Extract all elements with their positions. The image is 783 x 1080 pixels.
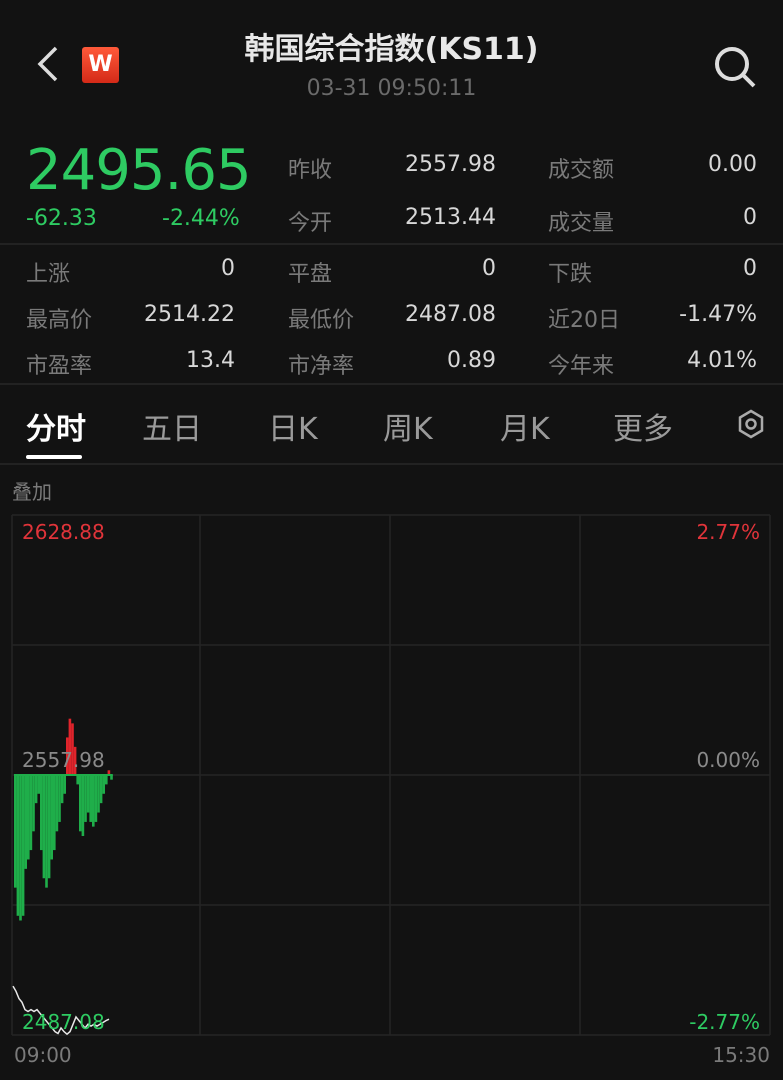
bar [53,775,56,851]
price-change-pct: -2.44% [162,206,240,231]
bar [29,775,33,851]
bar [63,775,66,794]
stat-label: 成交量 [548,211,615,236]
bar [19,775,22,921]
bar [97,775,100,813]
bar [32,775,35,832]
x-tick: 15:30 [712,1043,770,1067]
bar [66,737,69,775]
tab-3[interactable]: 周K [383,412,433,447]
stat-label: 今年来 [548,354,615,379]
stat-label: 昨收 [288,158,333,183]
stat-label: 近20日 [548,308,620,333]
settings-icon[interactable] [736,408,766,440]
back-chevron-icon [37,46,58,82]
bar [86,775,90,813]
divider [0,243,783,245]
stat-value: 0 [743,205,757,230]
divider [0,383,783,385]
bar [21,775,25,916]
divider [0,463,783,465]
stat-label: 市盈率 [26,354,93,379]
app-logo: W [82,47,119,83]
bar [50,775,53,860]
bar [105,775,108,785]
price-line [12,985,110,1036]
current-price: 2495.65 [26,138,252,203]
bar [102,775,105,794]
y-right-tick: 2.77% [696,520,760,544]
bar [27,775,30,860]
y-left-tick: 2628.88 [22,520,105,544]
bar [76,775,79,785]
tab-4[interactable]: 月K [500,412,550,447]
tab-2[interactable]: 日K [268,412,318,447]
stat-value: 0 [482,256,496,281]
bar [60,775,64,804]
stat-value: -1.47% [679,302,757,327]
bar [68,718,72,775]
back-button[interactable] [34,44,64,84]
y-right-tick: -2.77% [689,1010,760,1034]
bar [45,775,48,888]
timestamp: 03-31 09:50:11 [306,76,477,101]
stat-value: 0 [221,256,235,281]
stat-label: 今开 [288,211,333,236]
bar [16,775,20,916]
stat-value: 0 [743,256,757,281]
bar [81,775,85,837]
bar [79,775,82,832]
bar [40,775,43,851]
bar [47,775,51,879]
y-left-tick: 2557.98 [22,748,105,772]
overlay-button[interactable]: 叠加 [12,480,52,504]
tab-5[interactable]: 更多 [613,412,673,447]
bar [107,770,111,775]
tab-0[interactable]: 分时 [26,412,86,447]
bar [34,775,38,804]
stat-label: 成交额 [548,158,615,183]
stat-value: 2514.22 [144,302,235,327]
bar [42,775,46,879]
bar [71,723,74,775]
y-right-tick: 0.00% [696,748,760,772]
bar [92,775,95,827]
bar [14,775,17,888]
y-left-tick: 2487.08 [22,1010,105,1034]
stat-value: 13.4 [186,348,235,373]
bar [84,775,87,822]
stat-value: 2513.44 [405,205,496,230]
stat-value: 2557.98 [405,152,496,177]
active-tab-underline [26,455,82,459]
bar [99,775,103,804]
bar [55,775,59,832]
x-tick: 09:00 [14,1043,72,1067]
stat-label: 上涨 [26,262,71,287]
stat-label: 最低价 [288,308,355,333]
bar [58,775,61,822]
page-title: 韩国综合指数(KS11) [244,32,539,67]
bar [24,775,27,869]
search-icon [715,47,756,88]
stat-value: 0.00 [708,152,757,177]
price-change: -62.33 [26,206,97,231]
stat-value: 0.89 [447,348,496,373]
stat-value: 2487.08 [405,302,496,327]
bar [94,775,98,822]
stat-label: 下跌 [548,262,593,287]
bar [37,775,40,794]
intraday-chart[interactable]: 2628.88 2557.98 2487.08 2.77% 0.00% -2.77% 09:… [0,500,783,1080]
bar [110,775,113,780]
stat-label: 平盘 [288,262,333,287]
stat-label: 最高价 [26,308,93,333]
stat-value: 4.01% [687,348,757,373]
stat-label: 市净率 [288,354,355,379]
tab-1[interactable]: 五日 [142,412,202,447]
search-button[interactable] [712,44,758,90]
bar [73,746,77,775]
bar [89,775,92,822]
